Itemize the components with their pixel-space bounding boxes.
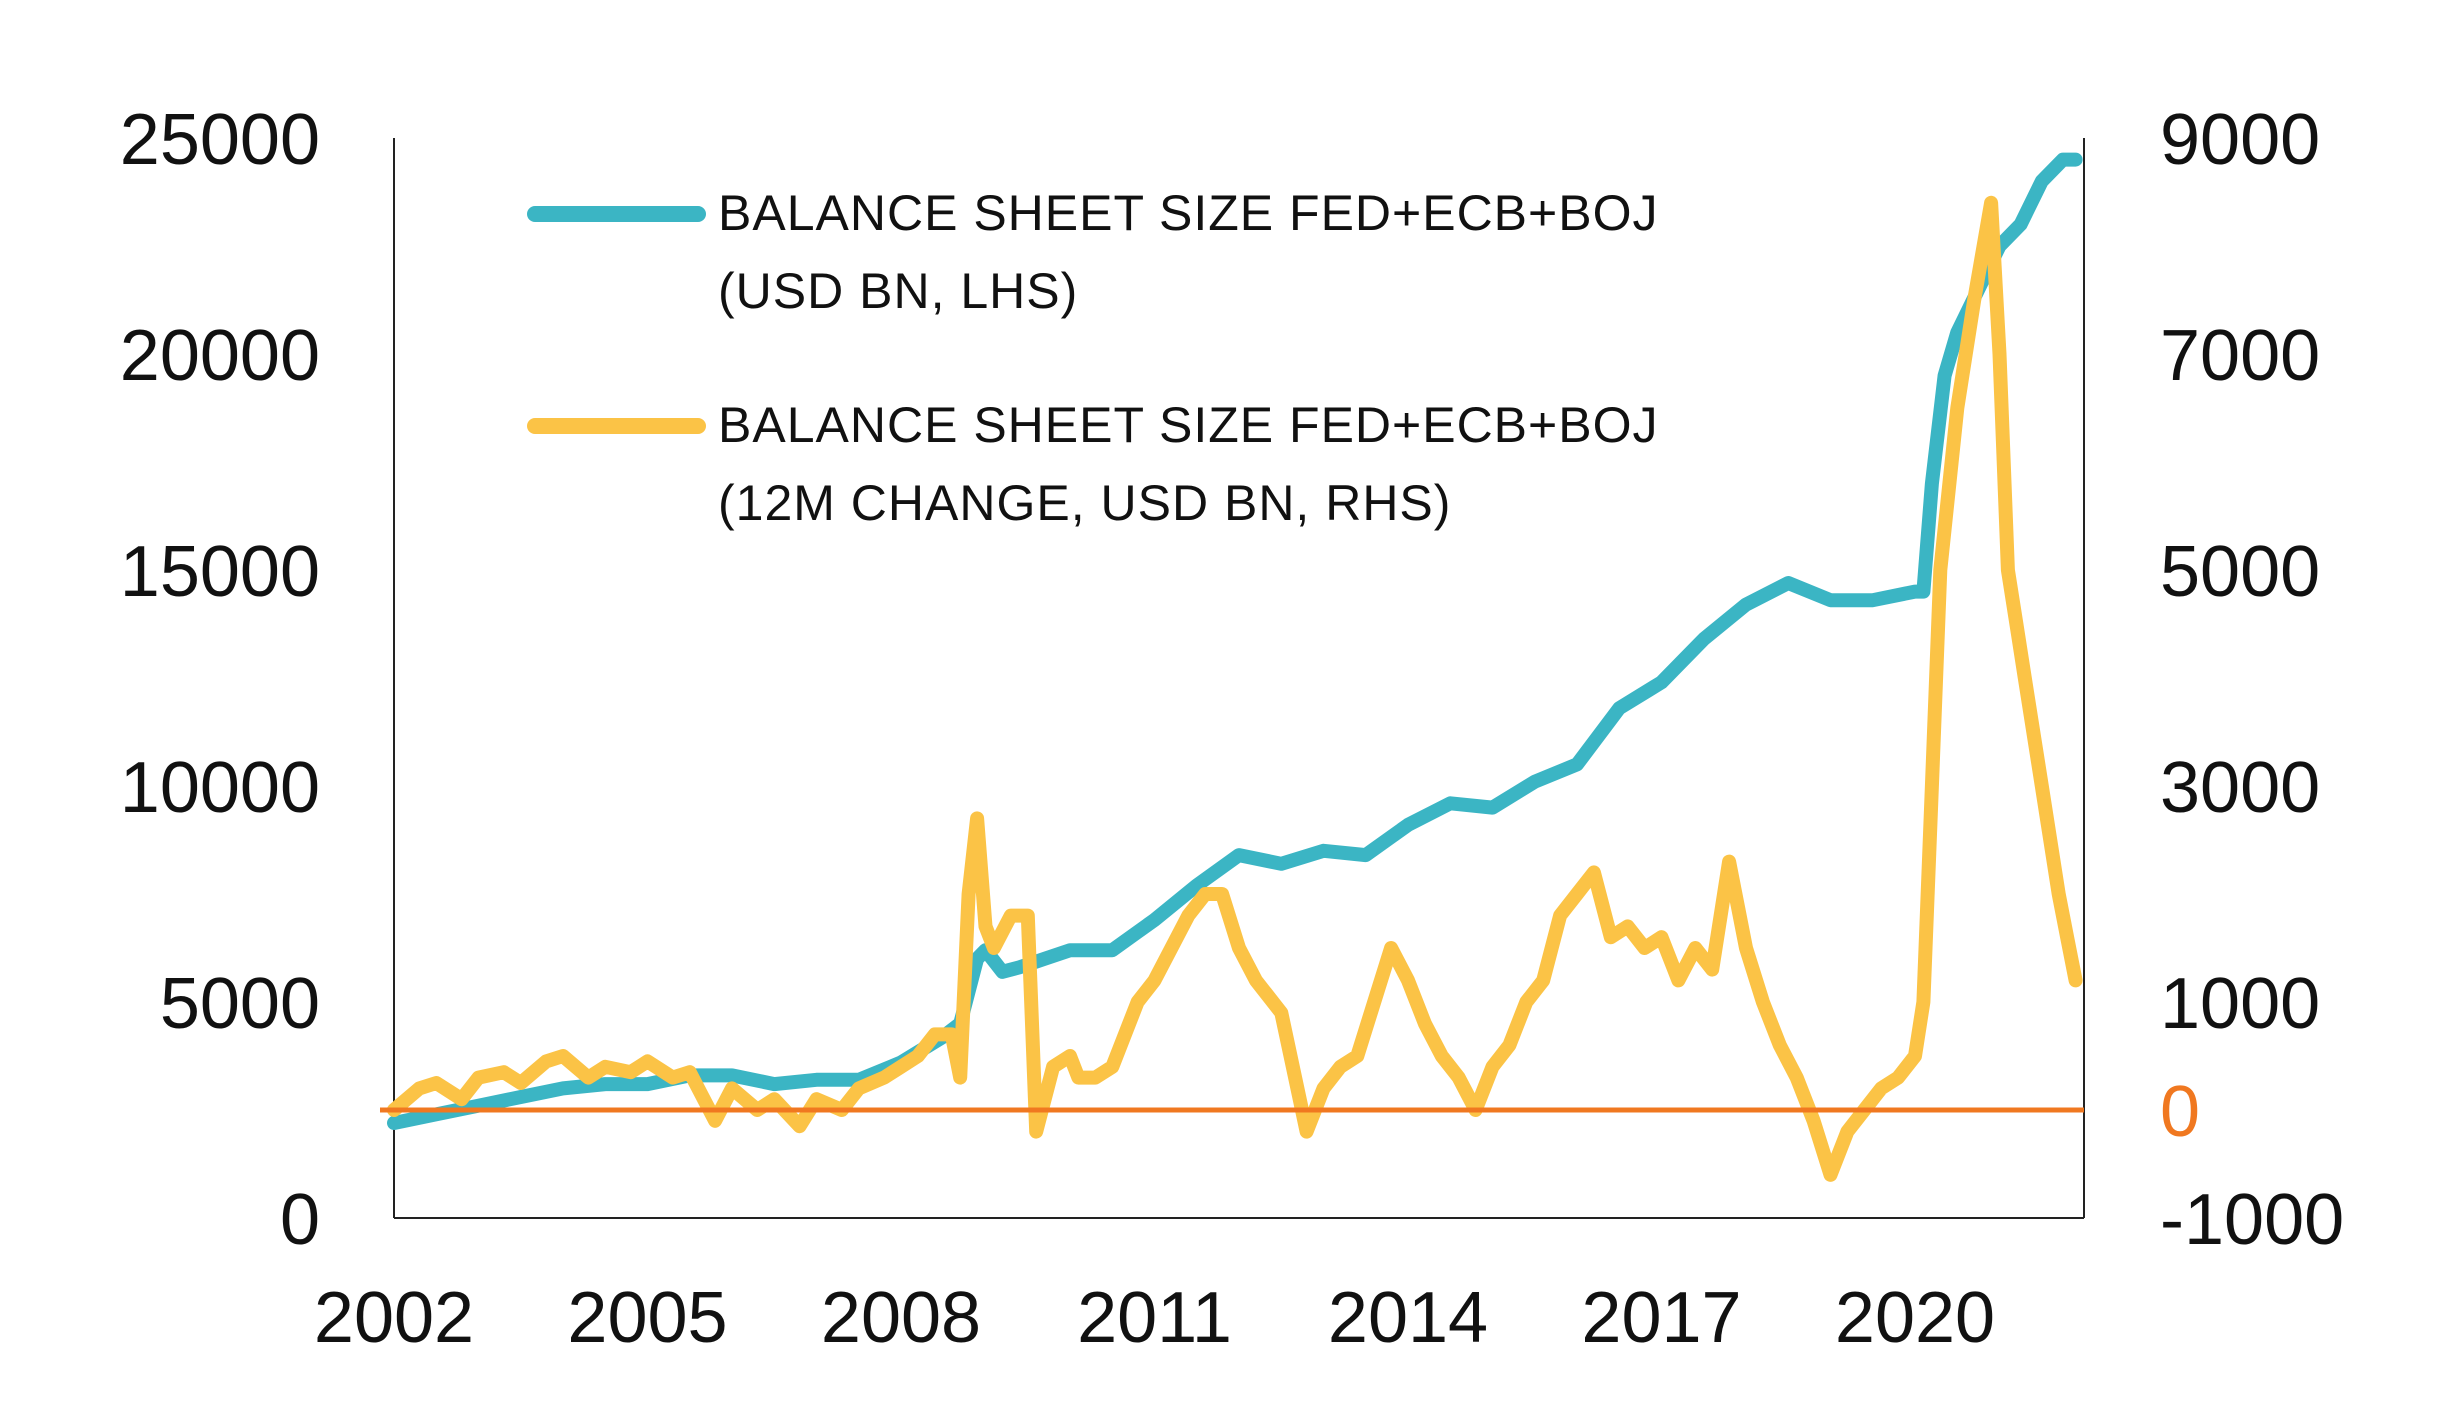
legend-label-1-line2: (USD BN, LHS) xyxy=(718,263,1078,319)
left-axis-ticks: 0 5000 10000 15000 20000 25000 xyxy=(120,100,320,1260)
right-tick-label: 5000 xyxy=(2160,532,2320,612)
left-tick-label: 5000 xyxy=(160,964,320,1044)
right-tick-label: 3000 xyxy=(2160,748,2320,828)
legend: BALANCE SHEET SIZE FED+ECB+BOJ (USD BN, … xyxy=(527,185,1658,531)
right-tick-label: 7000 xyxy=(2160,316,2320,396)
right-axis-ticks: -1000 1000 3000 5000 7000 9000 xyxy=(2160,100,2344,1260)
left-tick-label: 0 xyxy=(280,1180,320,1260)
left-tick-label: 20000 xyxy=(120,316,320,396)
legend-label-2-line2: (12M CHANGE, USD BN, RHS) xyxy=(718,475,1451,531)
left-tick-label: 15000 xyxy=(120,532,320,612)
legend-label-2-line1: BALANCE SHEET SIZE FED+ECB+BOJ xyxy=(718,397,1658,453)
zero-line-group: 0 xyxy=(380,1072,2200,1152)
left-tick-label: 10000 xyxy=(120,748,320,828)
series-line-balance-sheet-size xyxy=(387,152,2083,1130)
axes xyxy=(393,138,2085,1219)
right-tick-label: 1000 xyxy=(2160,964,2320,1044)
x-tick-label: 2002 xyxy=(314,1278,474,1358)
zero-line-label: 0 xyxy=(2160,1072,2200,1152)
series-line-12m-change xyxy=(387,195,2083,1182)
right-tick-label: -1000 xyxy=(2160,1180,2344,1260)
right-tick-label: 9000 xyxy=(2160,100,2320,180)
x-tick-label: 2014 xyxy=(1328,1278,1488,1358)
legend-label-1-line1: BALANCE SHEET SIZE FED+ECB+BOJ xyxy=(718,185,1658,241)
x-axis-ticks: 2002 2005 2008 2011 2014 2017 2020 xyxy=(314,1278,1995,1358)
series-layer xyxy=(387,152,2083,1182)
x-tick-label: 2008 xyxy=(821,1278,981,1358)
x-tick-label: 2011 xyxy=(1077,1278,1232,1358)
left-tick-label: 25000 xyxy=(120,100,320,180)
x-tick-label: 2020 xyxy=(1835,1278,1995,1358)
x-tick-label: 2017 xyxy=(1581,1278,1741,1358)
x-tick-label: 2005 xyxy=(567,1278,727,1358)
